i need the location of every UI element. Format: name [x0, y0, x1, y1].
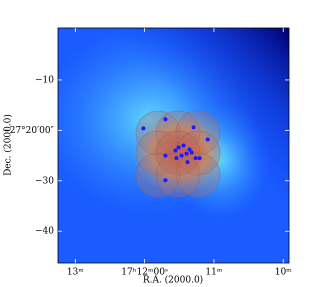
data-point [163, 153, 168, 158]
x-tick-label: 11ᵐ [205, 268, 222, 278]
data-point [173, 148, 178, 153]
x-axis-label: R.A. (2000.0) [143, 275, 203, 286]
background-map [58, 28, 289, 263]
y-tick-label: −10 [35, 75, 54, 85]
data-point [191, 125, 196, 130]
data-point [187, 147, 192, 152]
data-point [179, 153, 184, 158]
x-tick-label: 13ᵐ [67, 268, 84, 278]
data-point [184, 151, 189, 156]
data-point [193, 156, 198, 161]
y-tick-label: −27°20′00″ [2, 126, 54, 136]
data-point [189, 150, 194, 155]
data-point [163, 178, 168, 183]
x-tick-label: 10ᵐ [275, 268, 292, 278]
data-point [185, 160, 190, 165]
plot-frame [57, 27, 290, 264]
data-point [197, 156, 202, 161]
y-tick-label: −40 [35, 227, 54, 237]
data-point [141, 126, 146, 131]
chart: R.A. (2000.0) Dec. (2000.0) 13ᵐ 17ʰ12ᵐ00ˢ… [2, 27, 292, 286]
data-point [163, 117, 168, 122]
x-tick-label: 17ʰ12ᵐ00ˢ [121, 268, 168, 278]
y-axis-label: Dec. (2000.0) [3, 114, 14, 176]
data-point [181, 143, 186, 148]
data-point [205, 137, 210, 142]
data-point [174, 156, 179, 161]
y-tick-label: −30 [35, 176, 54, 186]
data-point [176, 145, 181, 150]
